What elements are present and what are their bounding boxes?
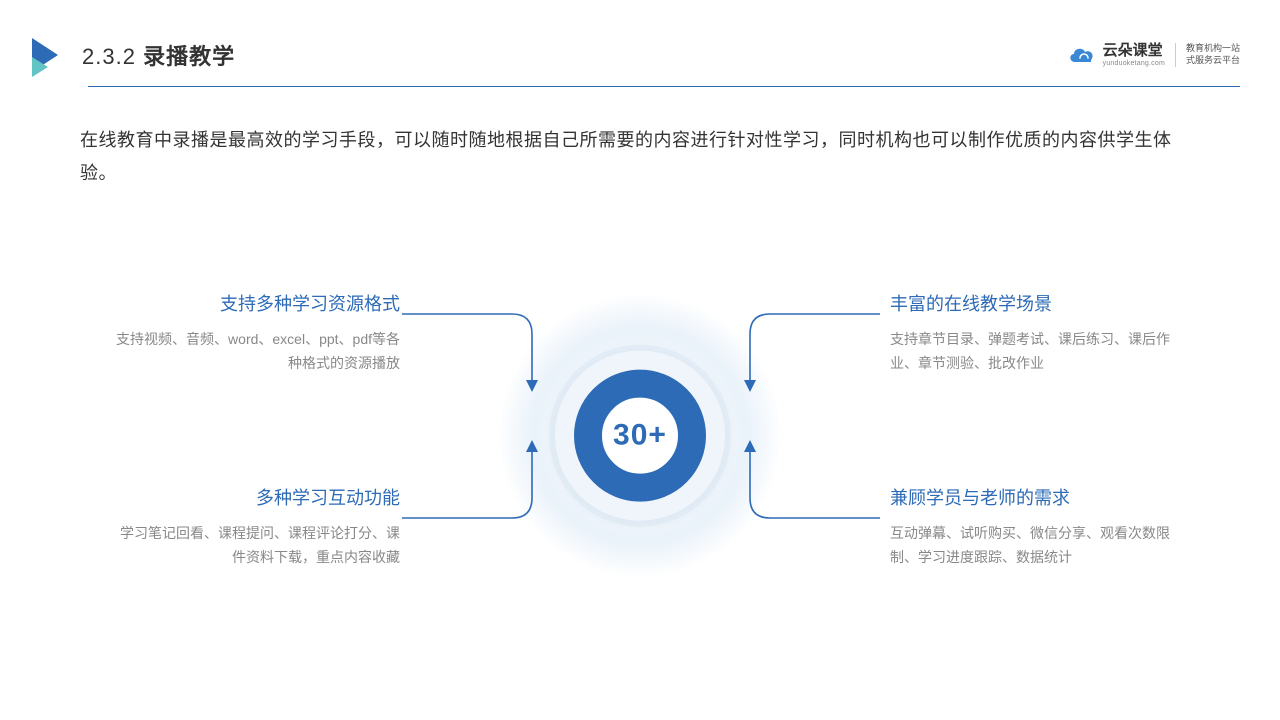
logo-name-cn: 云朵课堂	[1103, 43, 1165, 58]
feature-interactive: 多种学习互动功能 学习笔记回看、课程提问、课程评论打分、课件资料下载，重点内容收…	[110, 484, 400, 570]
feature-scenarios-title: 丰富的在线教学场景	[890, 290, 1180, 316]
cloud-logo: 云朵课堂 yunduoketang.com	[1067, 43, 1165, 67]
section-name: 录播教学	[143, 44, 235, 69]
logo-tagline-line2: 式服务云平台	[1186, 55, 1240, 67]
connector-tl	[402, 314, 552, 404]
feature-needs-desc: 互动弹幕、试听购买、微信分享、观看次数限制、学习进度跟踪、数据统计	[890, 522, 1180, 570]
play-triangle-icon	[32, 38, 58, 72]
logo-tagline: 教育机构一站 式服务云平台	[1186, 43, 1240, 66]
connector-tr	[730, 314, 880, 404]
section-title: 2.3.2 录播教学	[82, 39, 235, 71]
header-underline	[88, 86, 1240, 87]
logo-name-en: yunduoketang.com	[1103, 60, 1165, 67]
feature-formats-desc: 支持视频、音频、word、excel、ppt、pdf等各种格式的资源播放	[110, 328, 400, 376]
brand-logo: 云朵课堂 yunduoketang.com 教育机构一站 式服务云平台	[1067, 43, 1240, 67]
section-number: 2.3.2	[82, 44, 136, 69]
slide-header: 2.3.2 录播教学 云朵课堂 yunduoketang.com 教育机构一站 …	[32, 38, 1240, 72]
hub-value: 30+	[613, 419, 667, 453]
feature-formats: 支持多种学习资源格式 支持视频、音频、word、excel、ppt、pdf等各种…	[110, 290, 400, 376]
hub-ring: 30+	[574, 370, 706, 502]
logo-tagline-line1: 教育机构一站	[1186, 43, 1240, 55]
feature-needs: 兼顾学员与老师的需求 互动弹幕、试听购买、微信分享、观看次数限制、学习进度跟踪、…	[890, 484, 1180, 570]
feature-scenarios-desc: 支持章节目录、弹题考试、课后练习、课后作业、章节测验、批改作业	[890, 328, 1180, 376]
connector-bl	[402, 438, 552, 528]
intro-paragraph: 在线教育中录播是最高效的学习手段，可以随时随地根据自己所需要的内容进行针对性学习…	[80, 124, 1208, 191]
feature-scenarios: 丰富的在线教学场景 支持章节目录、弹题考试、课后练习、课后作业、章节测验、批改作…	[890, 290, 1180, 376]
feature-needs-title: 兼顾学员与老师的需求	[890, 484, 1180, 510]
feature-interactive-title: 多种学习互动功能	[110, 484, 400, 510]
logo-divider	[1175, 43, 1176, 67]
feature-interactive-desc: 学习笔记回看、课程提问、课程评论打分、课件资料下载，重点内容收藏	[110, 522, 400, 570]
header-left: 2.3.2 录播教学	[32, 38, 235, 72]
connector-br	[730, 438, 880, 528]
cloud-icon	[1067, 44, 1097, 66]
logo-text: 云朵课堂 yunduoketang.com	[1103, 43, 1165, 67]
feature-formats-title: 支持多种学习资源格式	[110, 290, 400, 316]
feature-diagram: 30+ 支持多种学习资源格式 支持视频、音频、word、excel、ppt、pd…	[0, 248, 1280, 668]
